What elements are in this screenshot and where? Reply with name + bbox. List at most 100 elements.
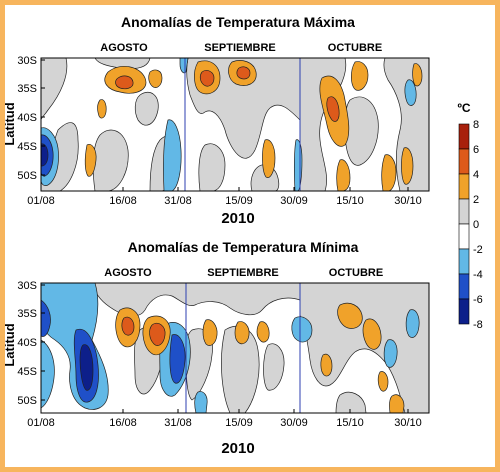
contour-region <box>41 299 51 337</box>
panel-min-month-octubre: OCTUBRE <box>329 267 383 279</box>
panel-max-field <box>41 58 429 191</box>
colorbar-swatch <box>458 123 470 150</box>
colorbar-tick-label: -4 <box>473 269 483 281</box>
panel-max-y-axis-label: Latitud <box>5 102 17 145</box>
panel-max-x-axis-label: 2010 <box>221 210 254 227</box>
contour-region <box>121 316 135 336</box>
colorbar-tick-label: 4 <box>473 169 479 181</box>
panel-max-month-octubre: OCTUBRE <box>328 42 382 54</box>
contour-region <box>179 58 189 74</box>
x-tick-label: 15/10 <box>336 195 364 207</box>
contour-region <box>404 79 417 106</box>
contour-region <box>149 322 166 346</box>
contour-region <box>389 394 405 413</box>
contour-region <box>336 159 351 191</box>
x-tick-label: 31/08 <box>164 195 192 207</box>
contour-region <box>337 302 363 329</box>
contour-region <box>293 139 303 191</box>
contour-region <box>262 139 276 178</box>
contour-region <box>383 339 398 368</box>
colorbar-ticks: 8 6 4 2 0 -2 -4 -6 -8 <box>473 119 483 331</box>
y-tick-label: 35S <box>17 308 37 320</box>
figure: Anomalías de Temperatura Máxima AGOSTO S… <box>2 5 495 467</box>
panel-max-x-axis: 01/08 16/08 31/08 15/09 30/09 15/10 30/1… <box>27 187 422 207</box>
y-tick-label: 50S <box>17 395 37 407</box>
contour-region <box>194 391 208 413</box>
panel-max: Anomalías de Temperatura Máxima AGOSTO S… <box>2 14 430 227</box>
panel-min: Anomalías de Temperatura Mínima AGOSTO S… <box>2 239 430 457</box>
colorbar-unit: ºC <box>457 101 470 115</box>
colorbar-tick-label: 8 <box>473 119 479 131</box>
contour-region <box>234 321 250 345</box>
contour-region <box>263 343 285 391</box>
contour-region <box>401 147 414 185</box>
panel-max-month-septiembre: SEPTIEMBRE <box>204 42 276 54</box>
contour-region <box>335 391 367 413</box>
colorbar-tick-label: -6 <box>473 294 483 306</box>
x-tick-label: 16/08 <box>109 195 137 207</box>
colorbar-swatch <box>458 173 470 200</box>
x-tick-label: 30/09 <box>280 195 308 207</box>
colorbar-swatch <box>458 223 470 250</box>
y-tick-label: 40S <box>17 112 37 124</box>
y-tick-label: 40S <box>17 337 37 349</box>
contour-region <box>169 334 186 384</box>
contour-region <box>377 371 389 392</box>
colorbar-swatch <box>458 273 470 300</box>
contour-region <box>299 283 429 413</box>
x-tick-label: 01/08 <box>27 195 55 207</box>
contour-region <box>41 283 301 317</box>
figure-canvas: Anomalías de Temperatura Máxima AGOSTO S… <box>2 14 483 457</box>
colorbar-swatch <box>458 298 470 325</box>
contour-region <box>97 99 107 119</box>
y-tick-label: 30S <box>17 280 37 292</box>
y-tick-label: 35S <box>17 83 37 95</box>
contour-region <box>41 339 55 409</box>
contour-region <box>198 143 226 191</box>
colorbar-tick-label: 0 <box>473 219 479 231</box>
x-tick-label: 30/09 <box>280 417 308 429</box>
contour-region <box>202 319 218 346</box>
contour-region <box>256 321 270 343</box>
colorbar-tick-label: -8 <box>473 319 483 331</box>
contour-region <box>163 119 182 191</box>
panel-min-y-axis: 30S 35S 40S 45S 50S <box>17 280 45 407</box>
panel-min-x-axis: 01/08 16/08 31/08 15/09 30/09 15/10 30/1… <box>27 409 422 429</box>
x-tick-label: 31/08 <box>164 417 192 429</box>
contour-region <box>326 96 340 122</box>
panel-min-field <box>41 283 429 413</box>
panel-max-plot-area <box>40 57 430 192</box>
panel-min-plot-area <box>40 282 430 414</box>
contour-region <box>351 61 369 91</box>
colorbar-tick-label: 2 <box>473 194 479 206</box>
contour-region <box>362 318 382 350</box>
x-tick-label: 30/10 <box>394 417 422 429</box>
contour-region <box>291 316 313 343</box>
colorbar-swatches <box>458 123 470 325</box>
contour-region <box>236 66 251 80</box>
contour-region <box>84 144 97 177</box>
x-tick-label: 16/08 <box>109 417 137 429</box>
y-tick-label: 50S <box>17 170 37 182</box>
y-tick-label: 45S <box>17 366 37 378</box>
panel-min-month-agosto: AGOSTO <box>104 267 152 279</box>
x-tick-label: 30/10 <box>394 195 422 207</box>
panel-min-title: Anomalías de Temperatura Mínima <box>128 239 359 255</box>
x-tick-label: 01/08 <box>27 417 55 429</box>
x-tick-label: 15/10 <box>336 417 364 429</box>
colorbar-swatch <box>458 248 470 275</box>
contour-region <box>199 70 215 87</box>
panel-min-month-septiembre: SEPTIEMBRE <box>207 267 279 279</box>
colorbar-swatch <box>458 198 470 225</box>
contour-region <box>381 154 397 191</box>
contour-region <box>79 344 94 391</box>
colorbar: ºC 8 6 4 2 0 -2 -4 -6 -8 <box>457 101 482 331</box>
contour-region <box>383 58 429 191</box>
x-tick-label: 15/09 <box>225 195 253 207</box>
y-tick-label: 30S <box>17 55 37 67</box>
contour-region <box>134 91 159 126</box>
y-tick-label: 45S <box>17 141 37 153</box>
panel-max-month-agosto: AGOSTO <box>100 42 148 54</box>
contour-region <box>115 75 134 90</box>
panel-min-x-axis-label: 2010 <box>221 440 254 457</box>
